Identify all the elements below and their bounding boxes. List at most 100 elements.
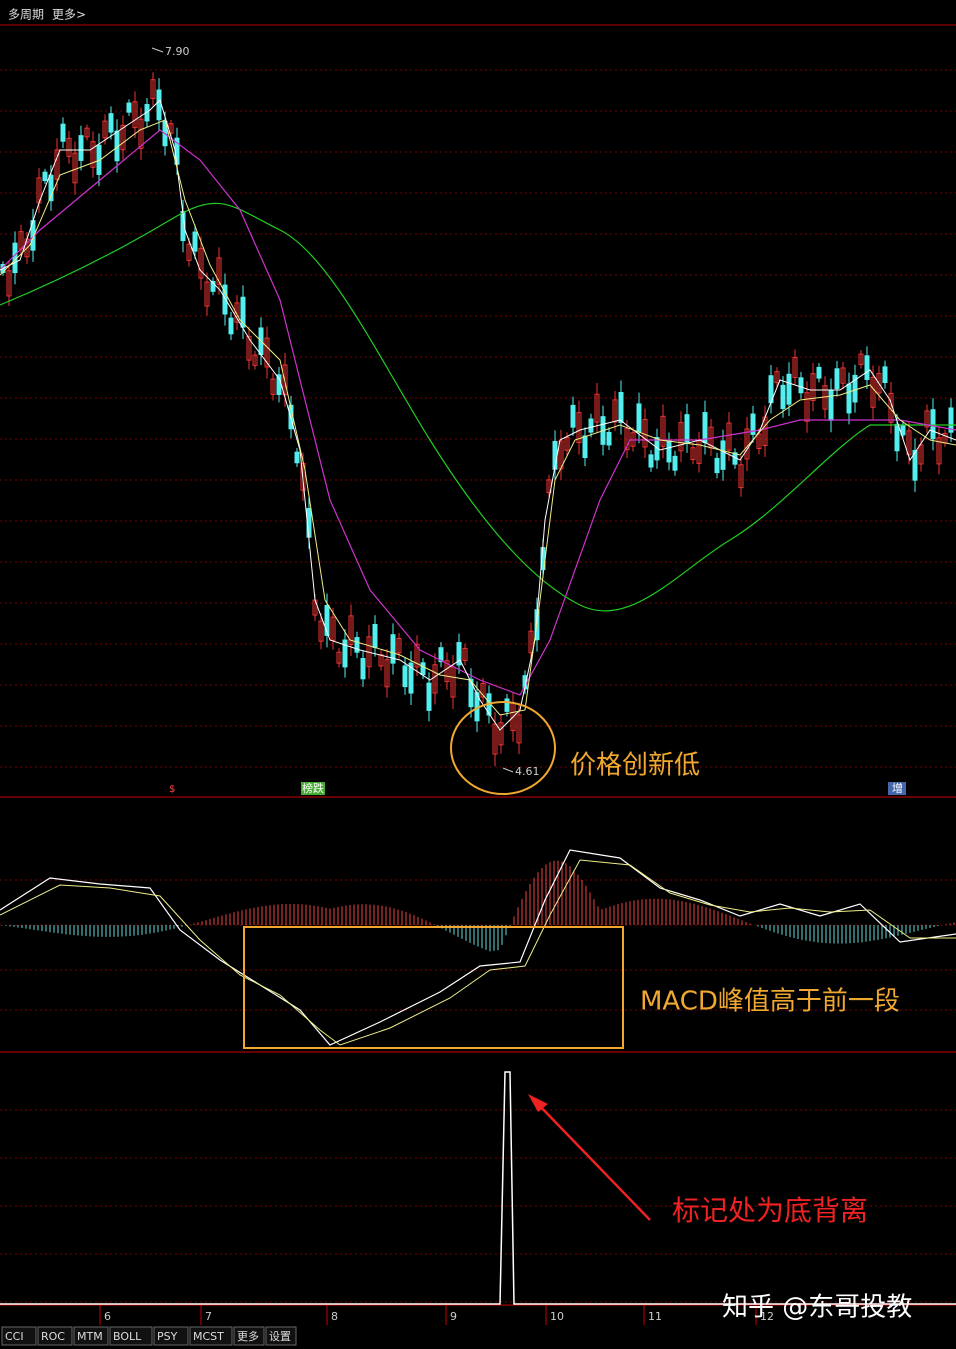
candle-body <box>570 404 576 428</box>
arrow <box>535 1101 651 1221</box>
tab[interactable] <box>1 1326 37 1346</box>
top-bar-item[interactable]: 更多> <box>52 8 86 22</box>
tab[interactable] <box>189 1326 233 1346</box>
candle-body <box>204 281 210 307</box>
candle-body <box>864 355 870 380</box>
candle-body <box>840 367 846 384</box>
candle-body <box>798 377 804 394</box>
candle-body <box>816 366 822 379</box>
candle-body <box>240 296 246 328</box>
candle-body <box>948 407 954 433</box>
tab[interactable] <box>153 1326 189 1346</box>
tabs: CCI ROC MTM BOLL PSY MCST 更多 设置 <box>1 1326 297 1346</box>
pointer <box>151 47 164 53</box>
tab-label[interactable]: CCI <box>5 1330 24 1343</box>
candle-body <box>924 410 930 428</box>
candles <box>0 72 954 767</box>
candle-body <box>498 722 504 746</box>
candle-body <box>828 389 834 421</box>
candle-body <box>72 152 78 184</box>
candle-body <box>834 368 840 390</box>
candle-body <box>354 637 360 653</box>
candle-body <box>372 623 378 648</box>
candle-body <box>786 373 792 405</box>
candle-body <box>222 284 228 315</box>
candle-body <box>150 79 156 99</box>
candle-body <box>780 384 786 410</box>
candle-body <box>198 247 204 279</box>
candle-body <box>246 335 252 361</box>
candle-body <box>918 444 924 465</box>
tab[interactable] <box>265 1326 297 1346</box>
marker: 榜跌 <box>302 781 324 795</box>
ma-line <box>0 129 956 696</box>
candle-body <box>504 698 510 712</box>
marker: $ <box>169 784 175 795</box>
tab-label[interactable]: 设置 <box>269 1330 291 1343</box>
candle-body <box>738 464 744 489</box>
candle-body <box>636 403 642 433</box>
x-tick-label: 11 <box>648 1310 662 1323</box>
candle-body <box>714 457 720 474</box>
x-axis: 6 7 8 9 10 11 12 <box>99 1305 774 1325</box>
signal-line <box>0 1071 956 1305</box>
x-tick-label: 9 <box>450 1310 457 1323</box>
candle-body <box>390 634 396 664</box>
x-tick-label: 7 <box>205 1310 212 1323</box>
annotation: 标记处为底背离 <box>672 1194 868 1227</box>
candle-body <box>936 437 942 465</box>
candle-body <box>120 124 126 151</box>
candle-body <box>282 364 288 396</box>
candle-body <box>444 660 450 683</box>
candle-body <box>582 435 588 459</box>
tab-label[interactable]: MTM <box>77 1330 103 1343</box>
tab-label[interactable]: BOLL <box>113 1330 142 1343</box>
tab[interactable] <box>233 1326 265 1346</box>
candle-body <box>912 449 918 481</box>
candle-body <box>186 243 192 261</box>
candle-body <box>126 102 132 113</box>
candle-body <box>42 171 48 182</box>
candle-body <box>54 149 60 180</box>
candle-body <box>648 454 654 468</box>
candle-body <box>588 418 594 433</box>
candle-body <box>318 620 324 642</box>
tab-label[interactable]: 更多 <box>237 1329 259 1343</box>
tab-label[interactable]: PSY <box>157 1330 178 1343</box>
candle-body <box>606 431 612 446</box>
candle-body <box>78 135 84 161</box>
candle-body <box>420 662 426 675</box>
candle-body <box>846 383 852 414</box>
candle-body <box>408 662 414 694</box>
candle-body <box>330 616 336 641</box>
candle-body <box>750 413 756 435</box>
candle-body <box>6 270 12 297</box>
candle-body <box>300 462 306 491</box>
candle-body <box>360 658 366 680</box>
tab[interactable] <box>109 1326 153 1346</box>
tab[interactable] <box>37 1326 73 1346</box>
x-tick-label: 10 <box>550 1310 564 1323</box>
candle-body <box>468 678 474 708</box>
candle-body <box>156 89 162 121</box>
highlight-box <box>243 926 624 1049</box>
candle-body <box>684 414 690 443</box>
candle-body <box>678 422 684 452</box>
tab[interactable] <box>73 1326 109 1346</box>
candle-body <box>756 433 762 450</box>
candle-body <box>192 231 198 252</box>
highlight-circle <box>450 701 556 795</box>
x-tick-label: 6 <box>104 1310 111 1323</box>
candle-body <box>480 682 486 698</box>
tab-label[interactable]: ROC <box>41 1330 65 1343</box>
top-bar-item[interactable]: 多周期 <box>8 8 44 22</box>
candle-body <box>696 440 702 464</box>
candle-body <box>618 391 624 423</box>
candle-body <box>564 436 570 451</box>
candle-body <box>234 302 240 323</box>
candle-body <box>876 373 882 394</box>
candle-body <box>906 430 912 456</box>
tab-label[interactable]: MCST <box>193 1330 224 1343</box>
candle-body <box>426 682 432 711</box>
